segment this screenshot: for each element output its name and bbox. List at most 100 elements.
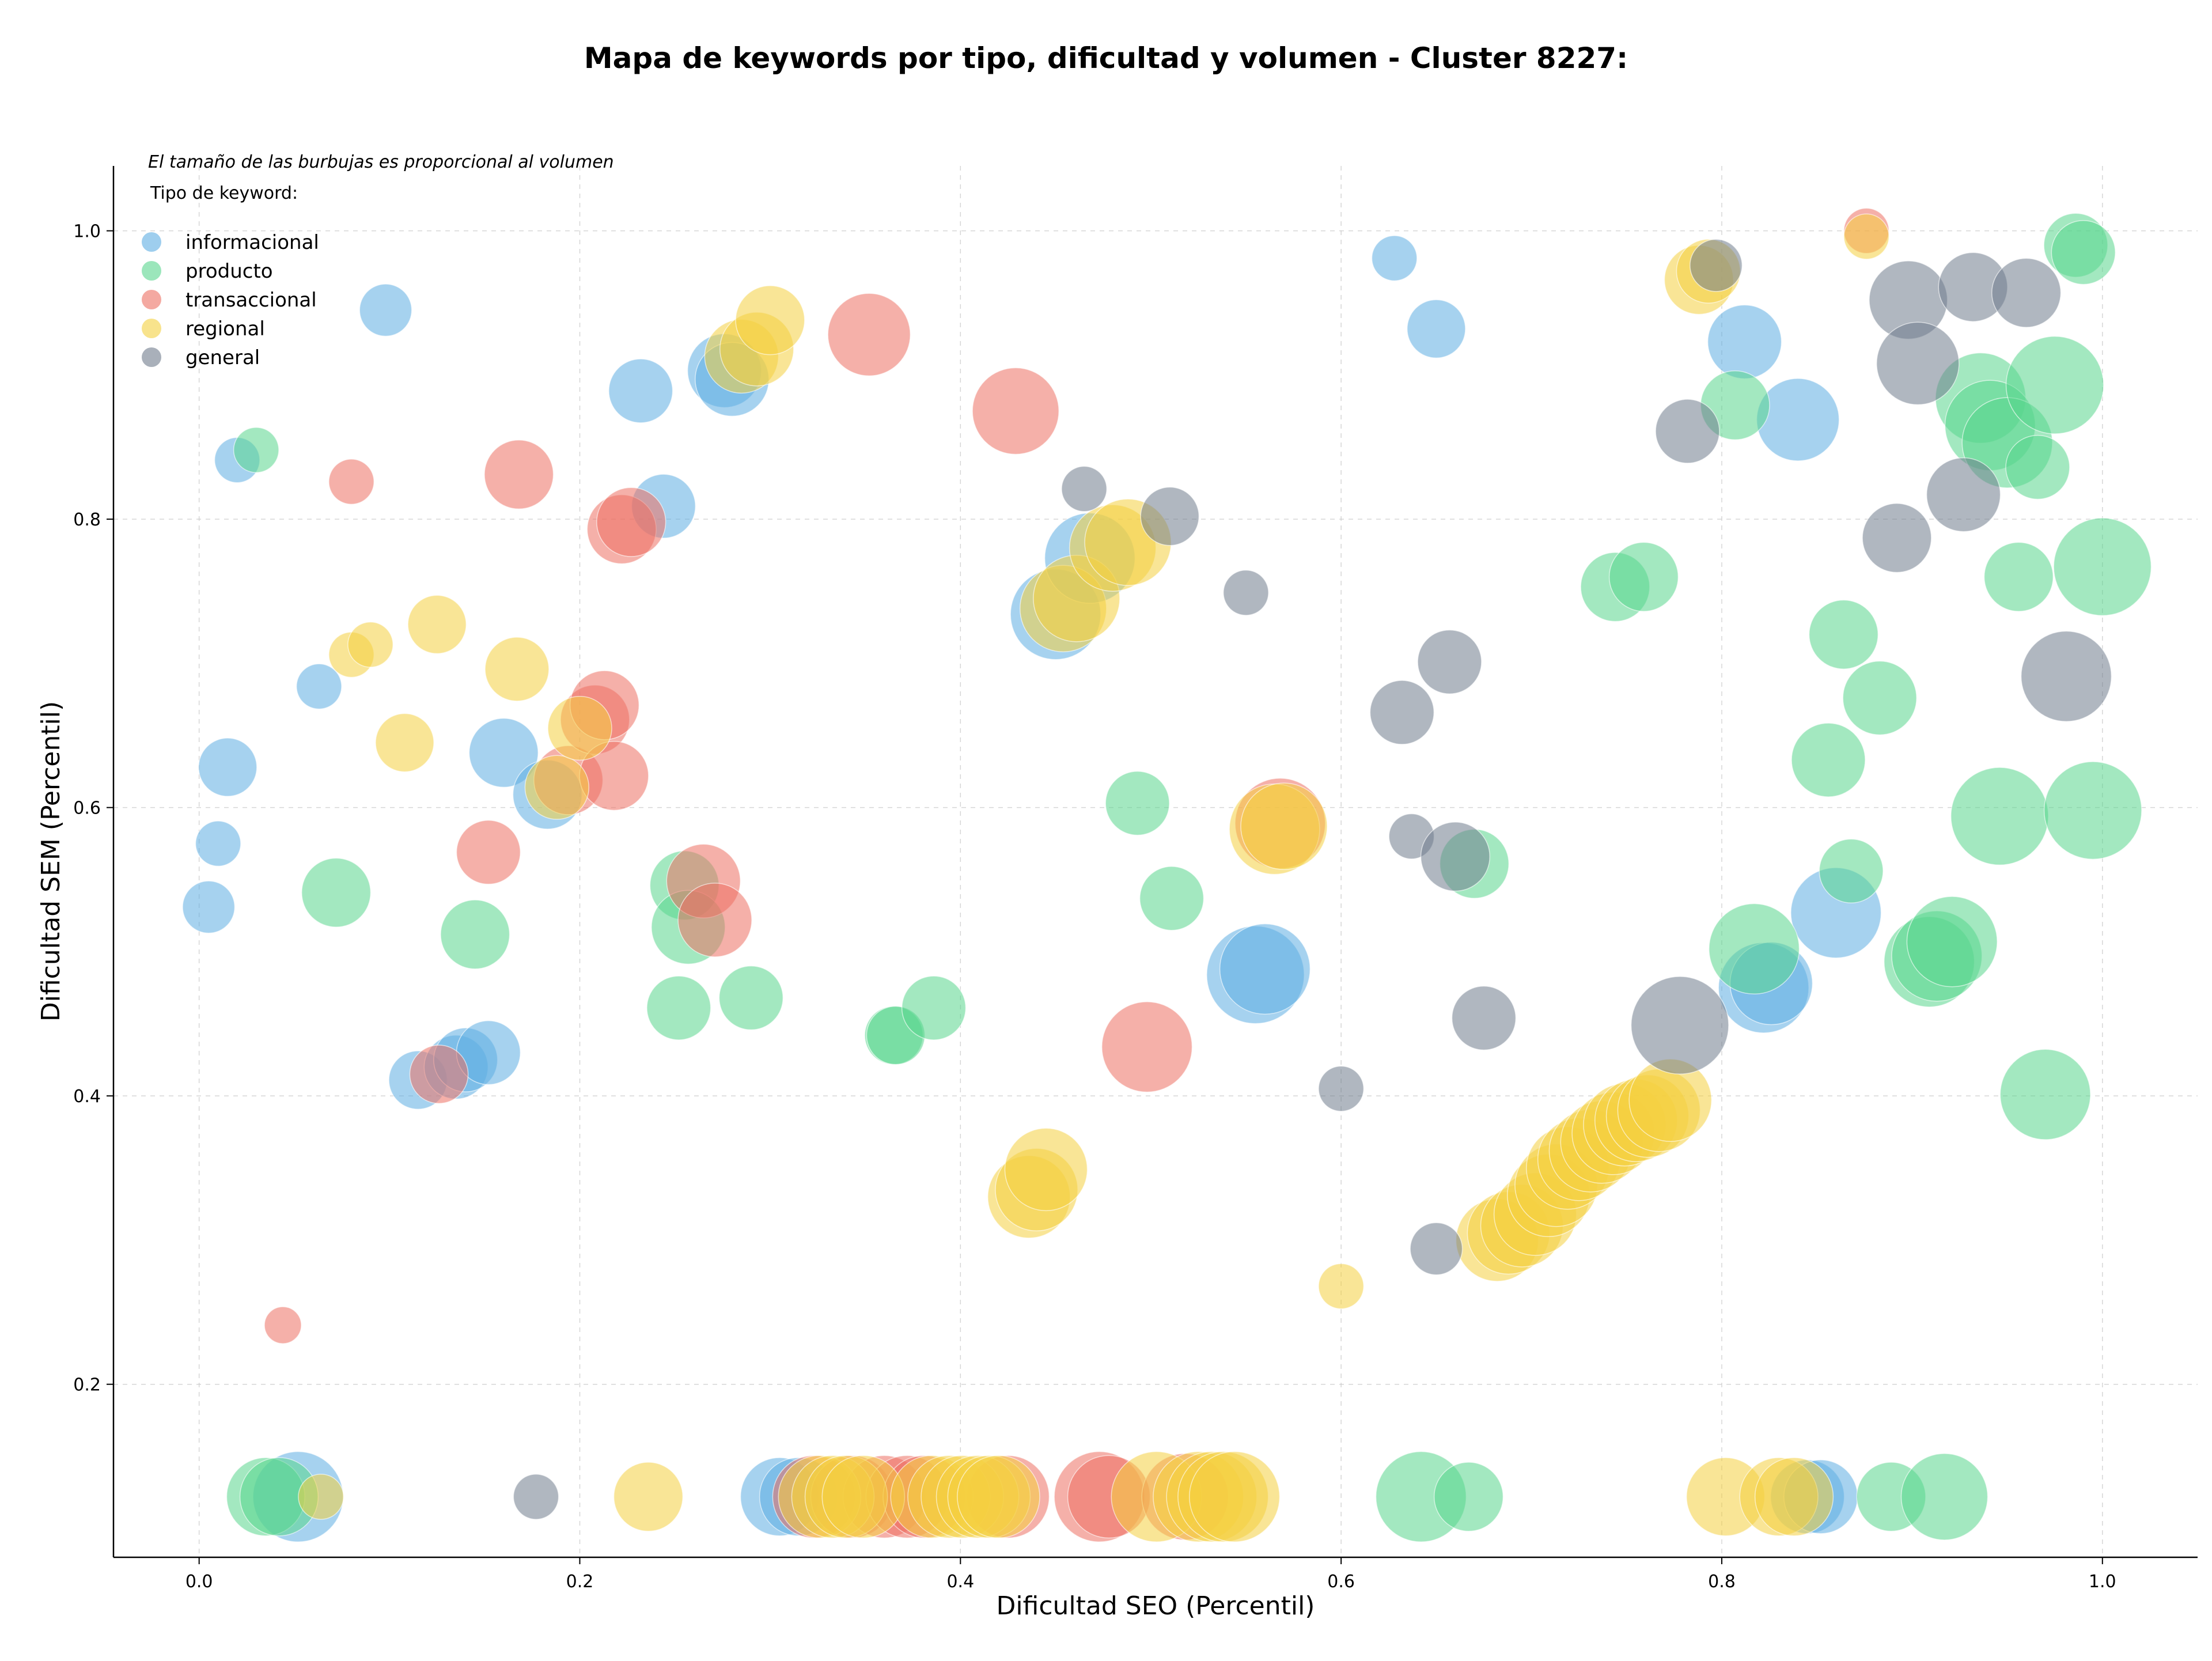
legend-marker-producto [142,261,161,281]
legend: El tamaño de las burbujas es proporciona… [142,152,614,369]
bubble-general-5 [1369,680,1435,745]
bubble-regional-0 [298,1473,344,1520]
bubble-transaccional-2 [409,1045,469,1104]
bubble-regional-3 [375,713,434,773]
x-tick-label-4: 0.8 [1708,1572,1736,1592]
bubble-producto-28 [1900,1453,1988,1541]
bubble-general-10 [1451,985,1517,1051]
bubble-transaccional-1 [328,459,374,505]
bubble-producto-20 [1709,903,1800,995]
bubble-informacional-1 [195,820,241,867]
bubble-producto-5 [646,975,711,1041]
legend-marker-regional [142,319,161,338]
x-tick-label-2: 0.4 [946,1572,974,1592]
bubble-general-2 [1140,486,1200,546]
bubble-producto-12 [1105,770,1170,836]
y-axis-label: Dificultad SEM (Percentil) [36,701,66,1021]
bubble-producto-29 [1906,896,1998,987]
tick-layer: 0.0 0.2 0.4 0.6 0.8 1.0 0.2 0.4 0.6 0.8 1.0 [73,222,2116,1592]
legend-label-producto: producto [185,260,273,283]
bubble-general-12 [1655,399,1720,464]
bubble-general-14 [1862,503,1932,573]
bubble-general-16 [1876,321,1960,406]
y-tick-label-4: 1.0 [73,222,101,242]
bubble-producto-13 [1139,866,1205,931]
chart-title: Mapa de keywords por tipo, dificultad y … [584,41,1628,75]
series-producto [226,213,2152,1543]
bubble-regional-8 [613,1462,684,1532]
bubble-producto-3 [301,857,372,928]
bubble-transaccional-15 [827,293,911,377]
bubble-general-9 [1420,822,1491,892]
bubble-general-20 [2020,630,2112,722]
bubble-producto-0 [233,427,279,473]
bubble-regional-11 [735,285,805,355]
legend-marker-transaccional [142,290,161,309]
bubble-producto-15 [1433,1462,1504,1532]
bubble-regional-21 [957,1455,1040,1539]
bubble-informacional-23 [1371,235,1418,282]
bubble-producto-4 [440,899,510,970]
bubble-general-3 [1223,569,1269,616]
y-tick-label-2: 0.6 [73,799,101,819]
bubble-informacional-2 [198,737,257,797]
axes [112,166,2198,1558]
bubble-general-17 [1926,457,2001,532]
bubble-regional-24 [1004,1127,1088,1212]
x-axis-label: Dificultad SEO (Percentil) [997,1591,1315,1621]
bubble-producto-8 [718,965,784,1031]
legend-items: informacional producto transaccional region… [142,231,319,369]
bubble-regional-6 [524,755,590,820]
bubble-informacional-6 [359,283,412,337]
bubble-producto-11 [901,975,967,1041]
bubble-producto-34 [1983,542,2054,612]
bubble-producto-33 [1950,767,2049,866]
bubble-regional-5 [484,637,550,702]
x-tick-label-5: 1.0 [2089,1572,2116,1592]
bubble-producto-40 [2043,761,2142,860]
bubble-transaccional-12 [677,883,752,958]
bubble-informacional-5 [296,663,342,710]
bubble-regional-4 [407,595,467,654]
y-tick-label-0: 0.2 [73,1375,101,1395]
bubble-producto-41 [2053,517,2152,616]
legend-label-regional: regional [185,317,265,340]
bubble-regional-58 [1843,213,1890,260]
x-tick-label-0: 0.0 [185,1572,213,1592]
bubble-producto-36 [1999,1049,2091,1140]
bubble-producto-21 [1791,722,1866,797]
bubble-producto-24 [1842,660,1917,736]
y-tick-label-1: 0.4 [73,1087,101,1107]
series-general [513,239,2112,1520]
legend-size-note: El tamaño de las burbujas es proporciona… [148,152,614,172]
bubble-informacional-22 [1219,923,1311,1015]
bubble-layer [182,207,2152,1543]
bubble-informacional-25 [1707,304,1782,380]
legend-marker-informacional [142,232,161,252]
bubble-general-11 [1630,976,1729,1074]
bubble-transaccional-10 [596,487,666,557]
bubble-producto-18 [1608,542,1679,612]
bubble-general-1 [1061,466,1108,512]
bubble-general-7 [1410,1222,1463,1276]
bubble-informacional-28 [1756,378,1840,461]
bubble-informacional-24 [1407,299,1466,359]
x-tick-label-3: 0.6 [1327,1572,1355,1592]
bubble-informacional-11 [468,717,539,788]
bubble-transaccional-4 [484,439,554,510]
bubble-transaccional-0 [264,1306,302,1344]
bubble-regional-36 [1318,1263,1365,1310]
bubble-regional-7 [547,695,612,761]
bubble-transaccional-3 [456,820,521,885]
legend-marker-general [142,347,161,367]
bubble-general-13 [1690,239,1743,292]
series-regional [298,213,1890,1543]
legend-label-informacional: informacional [185,231,319,254]
bubble-informacional-13 [608,358,673,423]
bubble-transaccional-23 [1101,1001,1193,1093]
bubble-regional-2 [347,621,393,668]
bubble-producto-37 [2005,335,2104,434]
bubble-transaccional-20 [972,367,1059,455]
